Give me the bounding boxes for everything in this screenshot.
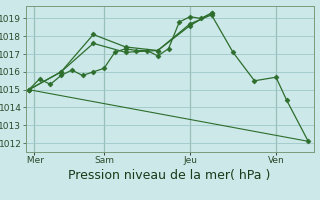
X-axis label: Pression niveau de la mer( hPa ): Pression niveau de la mer( hPa ) bbox=[68, 169, 271, 182]
